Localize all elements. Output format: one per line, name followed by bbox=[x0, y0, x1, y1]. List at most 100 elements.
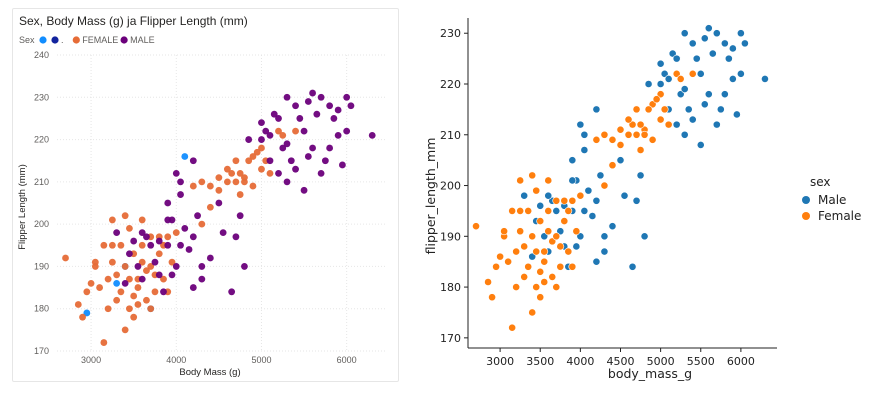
scatter-point[interactable] bbox=[740, 39, 749, 48]
scatter-point[interactable] bbox=[121, 279, 129, 287]
scatter-point[interactable] bbox=[126, 250, 133, 258]
scatter-point[interactable] bbox=[198, 220, 206, 228]
scatter-point[interactable] bbox=[664, 75, 673, 83]
scatter-point[interactable] bbox=[104, 305, 112, 313]
scatter-point[interactable] bbox=[672, 69, 681, 78]
scatter-point[interactable] bbox=[266, 170, 274, 177]
scatter-point[interactable] bbox=[516, 207, 525, 215]
scatter-point[interactable] bbox=[616, 156, 625, 165]
scatter-point[interactable] bbox=[544, 227, 553, 236]
scatter-point[interactable] bbox=[588, 212, 597, 220]
scatter-point[interactable] bbox=[228, 288, 236, 296]
scatter-point[interactable] bbox=[624, 130, 633, 139]
scatter-point[interactable] bbox=[334, 106, 342, 114]
scatter-point[interactable] bbox=[648, 135, 657, 144]
scatter-point[interactable] bbox=[536, 293, 545, 302]
scatter-point[interactable] bbox=[672, 54, 681, 63]
scatter-point[interactable] bbox=[656, 115, 665, 124]
scatter-point[interactable] bbox=[113, 296, 121, 304]
scatter-point[interactable] bbox=[236, 212, 244, 220]
scatter-point[interactable] bbox=[704, 24, 713, 33]
scatter-point[interactable] bbox=[287, 157, 295, 165]
scatter-point[interactable] bbox=[692, 54, 701, 63]
scatter-point[interactable] bbox=[168, 271, 176, 279]
scatter-point[interactable] bbox=[484, 278, 492, 286]
scatter-point[interactable] bbox=[164, 241, 172, 249]
scatter-point[interactable] bbox=[189, 284, 197, 291]
scatter-point[interactable] bbox=[520, 191, 529, 200]
scatter-point[interactable] bbox=[628, 262, 637, 271]
scatter-point[interactable] bbox=[245, 157, 253, 165]
scatter-point[interactable] bbox=[536, 201, 545, 210]
scatter-point[interactable] bbox=[600, 130, 609, 139]
scatter-point[interactable] bbox=[548, 237, 557, 246]
scatter-point[interactable] bbox=[592, 105, 601, 114]
scatter-point[interactable] bbox=[151, 288, 159, 296]
scatter-point[interactable] bbox=[113, 271, 121, 279]
scatter-point[interactable] bbox=[155, 237, 163, 245]
scatter-point[interactable] bbox=[317, 170, 325, 177]
scatter-point[interactable] bbox=[556, 227, 565, 236]
scatter-point[interactable] bbox=[134, 301, 142, 308]
scatter-point[interactable] bbox=[564, 247, 573, 256]
scatter-point[interactable] bbox=[572, 242, 581, 251]
scatter-point[interactable] bbox=[528, 252, 537, 261]
scatter-point[interactable] bbox=[488, 293, 496, 302]
scatter-point[interactable] bbox=[172, 229, 180, 237]
scatter-point[interactable] bbox=[317, 93, 325, 101]
scatter-point[interactable] bbox=[117, 288, 125, 296]
scatter-point[interactable] bbox=[536, 267, 545, 276]
scatter-point[interactable] bbox=[198, 263, 206, 270]
scatter-point[interactable] bbox=[189, 182, 197, 190]
scatter-point[interactable] bbox=[660, 105, 669, 114]
scatter-point[interactable] bbox=[704, 90, 713, 99]
legend-label[interactable]: Male bbox=[818, 193, 846, 207]
scatter-point[interactable] bbox=[279, 144, 287, 152]
scatter-point[interactable] bbox=[309, 89, 316, 97]
scatter-point[interactable] bbox=[720, 90, 729, 99]
scatter-point[interactable] bbox=[592, 135, 601, 144]
scatter-point[interactable] bbox=[258, 119, 265, 127]
scatter-point[interactable] bbox=[143, 233, 150, 241]
scatter-point[interactable] bbox=[636, 146, 645, 154]
legend-marker[interactable] bbox=[51, 36, 59, 44]
scatter-point[interactable] bbox=[155, 250, 163, 258]
scatter-point[interactable] bbox=[87, 279, 95, 287]
scatter-point[interactable] bbox=[632, 105, 641, 114]
scatter-point[interactable] bbox=[100, 241, 108, 249]
scatter-point[interactable] bbox=[640, 130, 649, 139]
scatter-point[interactable] bbox=[160, 275, 167, 283]
scatter-point[interactable] bbox=[600, 232, 609, 241]
scatter-point[interactable] bbox=[556, 242, 565, 251]
scatter-point[interactable] bbox=[198, 178, 206, 186]
scatter-point[interactable] bbox=[608, 222, 617, 231]
scatter-point[interactable] bbox=[138, 275, 146, 283]
scatter-point[interactable] bbox=[648, 100, 657, 109]
scatter-point[interactable] bbox=[232, 233, 240, 241]
scatter-point[interactable] bbox=[339, 161, 346, 169]
scatter-point[interactable] bbox=[177, 191, 184, 198]
scatter-point[interactable] bbox=[684, 105, 693, 114]
scatter-point[interactable] bbox=[644, 80, 653, 88]
scatter-point[interactable] bbox=[576, 120, 585, 129]
scatter-point[interactable] bbox=[656, 59, 665, 68]
scatter-point[interactable] bbox=[700, 34, 709, 43]
scatter-point[interactable] bbox=[620, 191, 629, 200]
scatter-point[interactable] bbox=[724, 54, 733, 63]
scatter-point[interactable] bbox=[600, 247, 609, 256]
scatter-point[interactable] bbox=[232, 157, 240, 165]
scatter-point[interactable] bbox=[652, 95, 661, 104]
scatter-point[interactable] bbox=[108, 216, 116, 224]
scatter-point[interactable] bbox=[138, 258, 146, 266]
scatter-point[interactable] bbox=[712, 29, 721, 38]
scatter-point[interactable] bbox=[164, 199, 172, 207]
scatter-point[interactable] bbox=[296, 115, 304, 122]
legend-label[interactable]: Female bbox=[818, 209, 861, 223]
scatter-point[interactable] bbox=[696, 69, 705, 78]
scatter-point[interactable] bbox=[516, 227, 525, 236]
scatter-point[interactable] bbox=[181, 224, 189, 232]
legend-marker[interactable] bbox=[120, 36, 128, 44]
scatter-point[interactable] bbox=[496, 252, 505, 261]
scatter-point[interactable] bbox=[524, 262, 533, 271]
scatter-point[interactable] bbox=[552, 283, 561, 291]
